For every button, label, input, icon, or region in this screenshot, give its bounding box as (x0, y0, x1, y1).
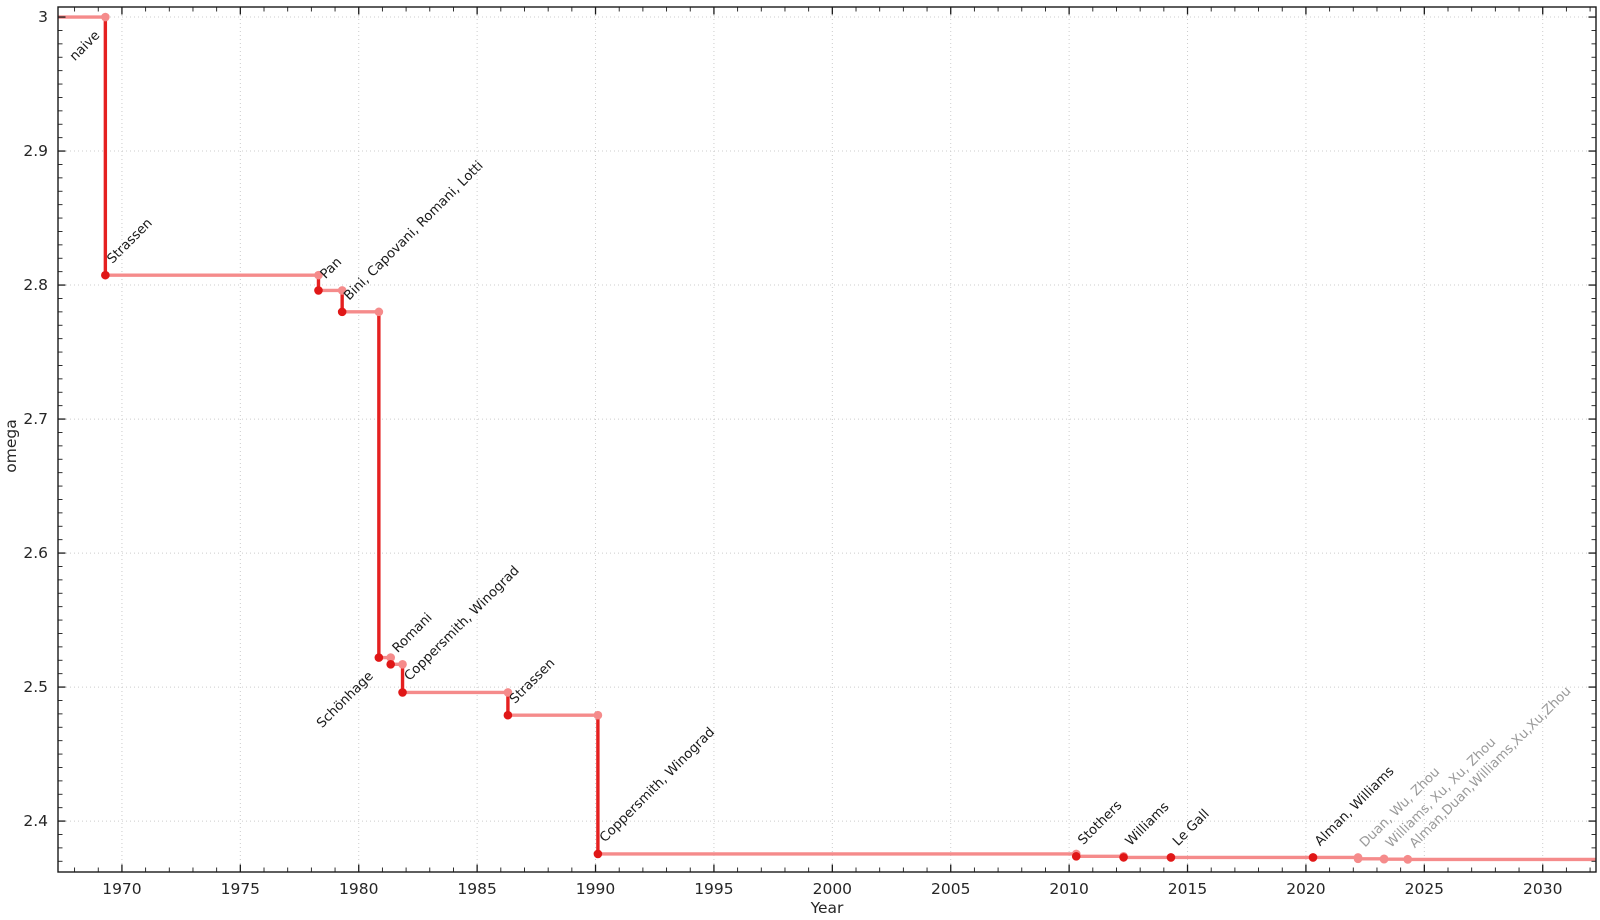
y-tick-label: 2.4 (23, 812, 48, 830)
step-top-point (374, 307, 384, 317)
x-tick-label: 2025 (1405, 880, 1444, 898)
x-tick-label: 2030 (1523, 880, 1562, 898)
event-label: Coppersmith, Winograd (597, 725, 718, 846)
data-point (337, 307, 347, 317)
event-label: Schönhage (314, 669, 376, 731)
plot-frame (57, 6, 1597, 873)
data-point (1166, 853, 1176, 862)
event-label: Strassen (507, 656, 558, 707)
data-point (374, 653, 384, 662)
step-top-point (314, 270, 323, 280)
data-point (1119, 853, 1128, 862)
event-label: Williams (1123, 799, 1173, 849)
step-top-point (593, 710, 603, 720)
grid-lines (58, 7, 1596, 872)
data-point (1379, 854, 1389, 864)
x-tick-label: 1995 (694, 880, 733, 898)
event-label: Pan (318, 255, 345, 282)
x-tick-label: 1990 (576, 880, 615, 898)
step-top-point (386, 653, 396, 662)
data-point (314, 286, 323, 295)
x-tick-label: 1975 (221, 880, 260, 898)
step-series (58, 15, 1596, 862)
data-point (386, 659, 396, 669)
step-top-point (398, 659, 407, 669)
data-point (593, 849, 603, 859)
x-tick-label: 2015 (1168, 880, 1207, 898)
event-label: Stothers (1075, 798, 1125, 848)
axes (57, 6, 1597, 873)
step-top-point (101, 12, 110, 22)
data-point (1403, 855, 1413, 864)
event-label: Williams, Xu, Xu, Zhou (1383, 735, 1499, 851)
x-tick-label: 2010 (1049, 880, 1088, 898)
y-axis-title: omega (2, 419, 20, 472)
y-tick-label: 2.6 (23, 544, 48, 562)
x-tick-label: 2005 (931, 880, 970, 898)
data-point (503, 710, 513, 720)
x-axis-title: Year (810, 899, 844, 917)
data-point (1353, 854, 1363, 864)
step-top-point (337, 286, 347, 295)
event-label: Bini, Capovani, Romani, Lotti (341, 159, 486, 304)
event-label: Le Gall (1170, 807, 1212, 849)
event-label: naive (67, 28, 103, 64)
x-tick-label: 2000 (813, 880, 852, 898)
step-top-point (503, 688, 513, 697)
y-tick-label: 2.5 (23, 678, 48, 696)
y-tick-label: 2.7 (23, 410, 48, 428)
data-point (1308, 853, 1318, 862)
x-tick-label: 2020 (1286, 880, 1325, 898)
x-tick-label: 1985 (457, 880, 496, 898)
x-tick-label: 1980 (339, 880, 378, 898)
data-point (398, 688, 407, 697)
y-tick-label: 3 (38, 8, 48, 26)
data-point (1071, 852, 1081, 861)
y-tick-label: 2.9 (23, 142, 48, 160)
data-points (101, 12, 1413, 864)
x-tick-label: 1970 (102, 880, 141, 898)
event-label: Alman, Williams (1312, 764, 1397, 849)
data-point (101, 270, 110, 280)
event-label: Strassen (105, 216, 156, 267)
y-tick-label: 2.8 (23, 276, 48, 294)
tick-labels: 1970 1975 1980 1985 1990 1995 2000 2005 2010 2015… (23, 8, 1562, 898)
